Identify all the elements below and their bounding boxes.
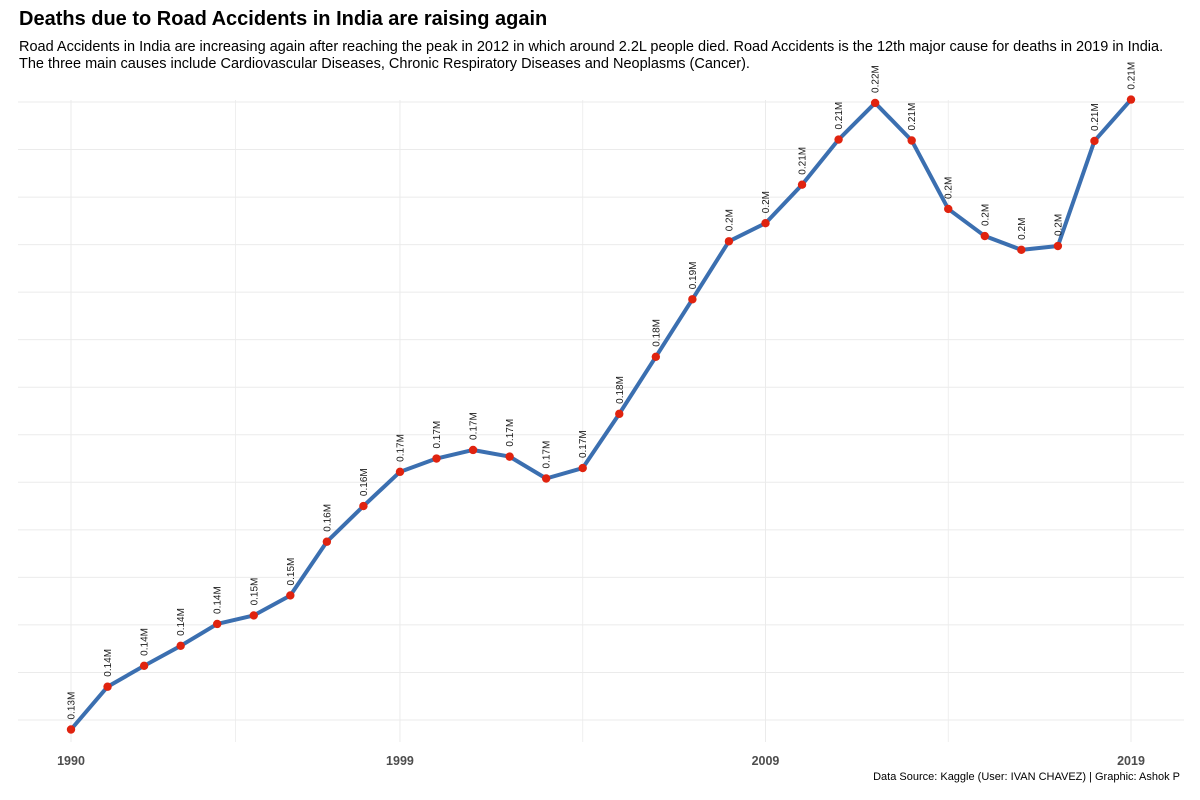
data-point (103, 682, 112, 691)
data-point (724, 237, 734, 246)
data-point (213, 619, 222, 629)
data-label: 0.19M (688, 261, 699, 289)
data-label: 0.21M (798, 147, 809, 175)
data-point (505, 452, 514, 461)
data-label: 0.14M (103, 649, 114, 677)
series-line (69, 97, 1133, 732)
data-point (834, 135, 843, 144)
data-point (66, 725, 76, 734)
data-label: 0.2M (1017, 218, 1028, 240)
data-point (249, 611, 258, 620)
data-label: 0.15M (286, 558, 297, 586)
data-point (432, 454, 441, 463)
data-label: 0.17M (469, 412, 480, 440)
data-label: 0.21M (907, 103, 918, 131)
data-point (761, 219, 770, 228)
data-label: 0.2M (724, 209, 735, 231)
data-label: 0.17M (505, 419, 516, 447)
data-point (1017, 245, 1026, 255)
data-label: 0.17M (432, 421, 443, 449)
subtitle-line-1: Road Accidents in India are increasing a… (19, 39, 1164, 55)
data-point (944, 204, 953, 214)
data-label: 0.14M (213, 586, 224, 614)
data-label: 0.2M (1053, 214, 1064, 236)
data-point (359, 501, 368, 511)
data-point (322, 537, 332, 546)
data-labels-layer: 0.13M 0.14M 0.14M 0.14M 0.14M 0.15M 0.15M 0.16M… (67, 62, 1138, 720)
data-label: 0.21M (834, 102, 845, 130)
x-axis-ticks: 1990 1999 2009 2019 (57, 754, 1145, 768)
data-label: 0.14M (140, 628, 151, 656)
x-tick-label: 2019 (1117, 754, 1145, 768)
data-points-layer (66, 95, 1136, 734)
data-point (578, 463, 587, 473)
subtitle-line-2: The three main causes include Cardiovasc… (19, 56, 750, 72)
data-point (688, 295, 697, 304)
data-point (1053, 241, 1063, 251)
data-point (286, 591, 295, 600)
data-point (1090, 136, 1099, 146)
data-label: 0.15M (249, 578, 260, 606)
chart-title: Deaths due to Road Accidents in India ar… (19, 8, 548, 30)
data-label: 0.2M (761, 191, 772, 213)
data-label: 0.22M (871, 65, 882, 93)
data-point (1126, 95, 1136, 104)
data-point (980, 231, 989, 241)
data-label: 0.16M (359, 468, 370, 496)
source-caption: Data Source: Kaggle (User: IVAN CHAVEZ) … (873, 771, 1180, 783)
data-point (870, 98, 880, 108)
data-label: 0.21M (1090, 103, 1101, 131)
data-label: 0.17M (395, 434, 406, 462)
data-label: 0.16M (322, 504, 333, 532)
data-point (468, 445, 478, 455)
data-point (541, 474, 551, 483)
data-label: 0.13M (67, 692, 78, 720)
chart-subtitle: Road Accidents in India are increasing a… (19, 39, 1189, 73)
data-label: 0.18M (651, 319, 662, 347)
data-point (139, 661, 149, 671)
data-label: 0.2M (980, 204, 991, 226)
x-tick-label: 1990 (57, 754, 85, 768)
data-label: 0.17M (542, 441, 553, 469)
data-label: 0.21M (1127, 62, 1138, 90)
data-point (615, 409, 624, 419)
data-point (395, 467, 405, 477)
grid-lines (18, 100, 1184, 742)
x-tick-label: 2009 (752, 754, 780, 768)
data-label: 0.14M (176, 608, 187, 636)
data-point (907, 136, 916, 145)
data-point (651, 352, 661, 361)
x-tick-label: 1999 (386, 754, 414, 768)
data-point (797, 180, 807, 189)
data-label: 0.2M (944, 177, 955, 199)
data-label: 0.17M (578, 430, 589, 458)
data-label: 0.18M (615, 376, 626, 404)
data-point (176, 641, 185, 651)
series-line-layer (69, 97, 1133, 732)
